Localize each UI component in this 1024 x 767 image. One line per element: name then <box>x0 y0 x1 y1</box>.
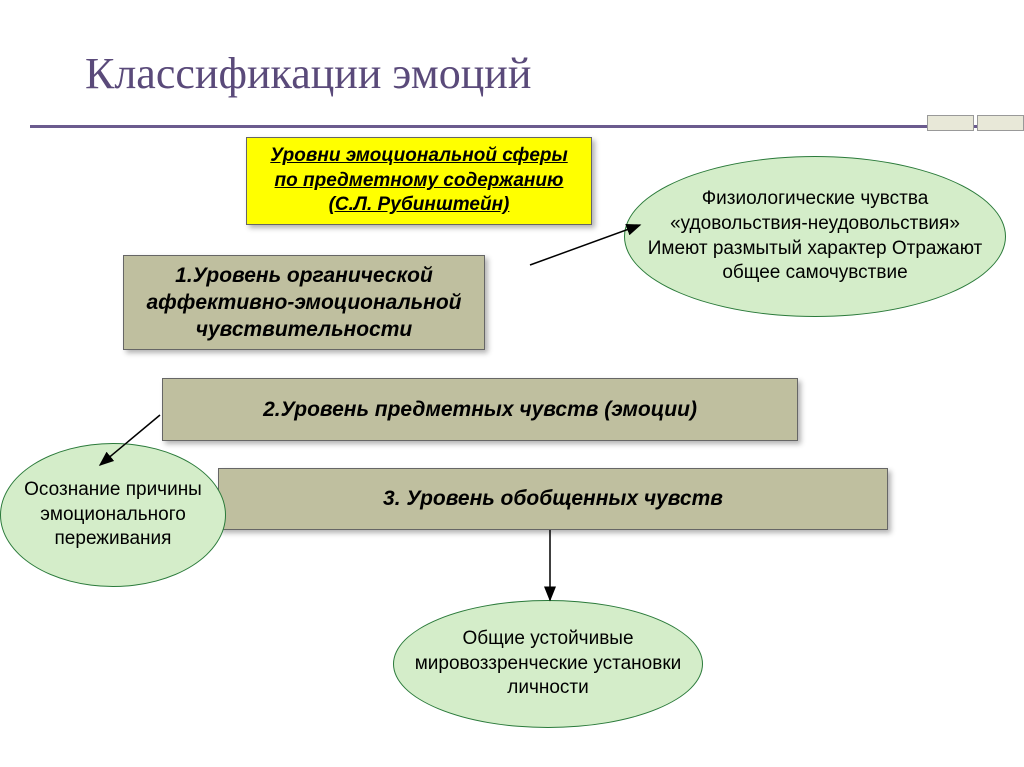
ellipse-worldview: Общие устойчивые мировоззренческие устан… <box>393 600 703 728</box>
tab-deco <box>927 115 974 131</box>
level3-text: 3. Уровень обобщенных чувств <box>383 485 723 512</box>
slide: Классификации эмоций Уровни эмоционально… <box>0 0 1024 767</box>
level3-box: 3. Уровень обобщенных чувств <box>218 468 888 530</box>
ellipse-awareness: Осознание причины эмоционального пережив… <box>0 443 226 587</box>
header-box-text: Уровни эмоциональной сферы по предметном… <box>257 144 581 218</box>
slide-title: Классификации эмоций <box>85 48 531 99</box>
ellipse2-text: Осознание причины эмоционального пережив… <box>19 478 207 552</box>
decorative-tabs <box>924 115 1024 131</box>
ellipse3-text: Общие устойчивые мировоззренческие устан… <box>412 627 684 701</box>
level2-box: 2.Уровень предметных чувств (эмоции) <box>162 378 798 441</box>
title-underline <box>30 125 990 128</box>
ellipse1-text: Физиологические чувства «удовольствия-не… <box>643 187 987 286</box>
level1-box: 1.Уровень органической аффективно-эмоцио… <box>123 255 485 350</box>
tab-deco <box>977 115 1024 131</box>
ellipse-physiological: Физиологические чувства «удовольствия-не… <box>624 156 1006 317</box>
level1-text: 1.Уровень органической аффективно-эмоцио… <box>134 262 474 344</box>
level2-text: 2.Уровень предметных чувств (эмоции) <box>263 396 697 423</box>
header-box: Уровни эмоциональной сферы по предметном… <box>246 137 592 225</box>
